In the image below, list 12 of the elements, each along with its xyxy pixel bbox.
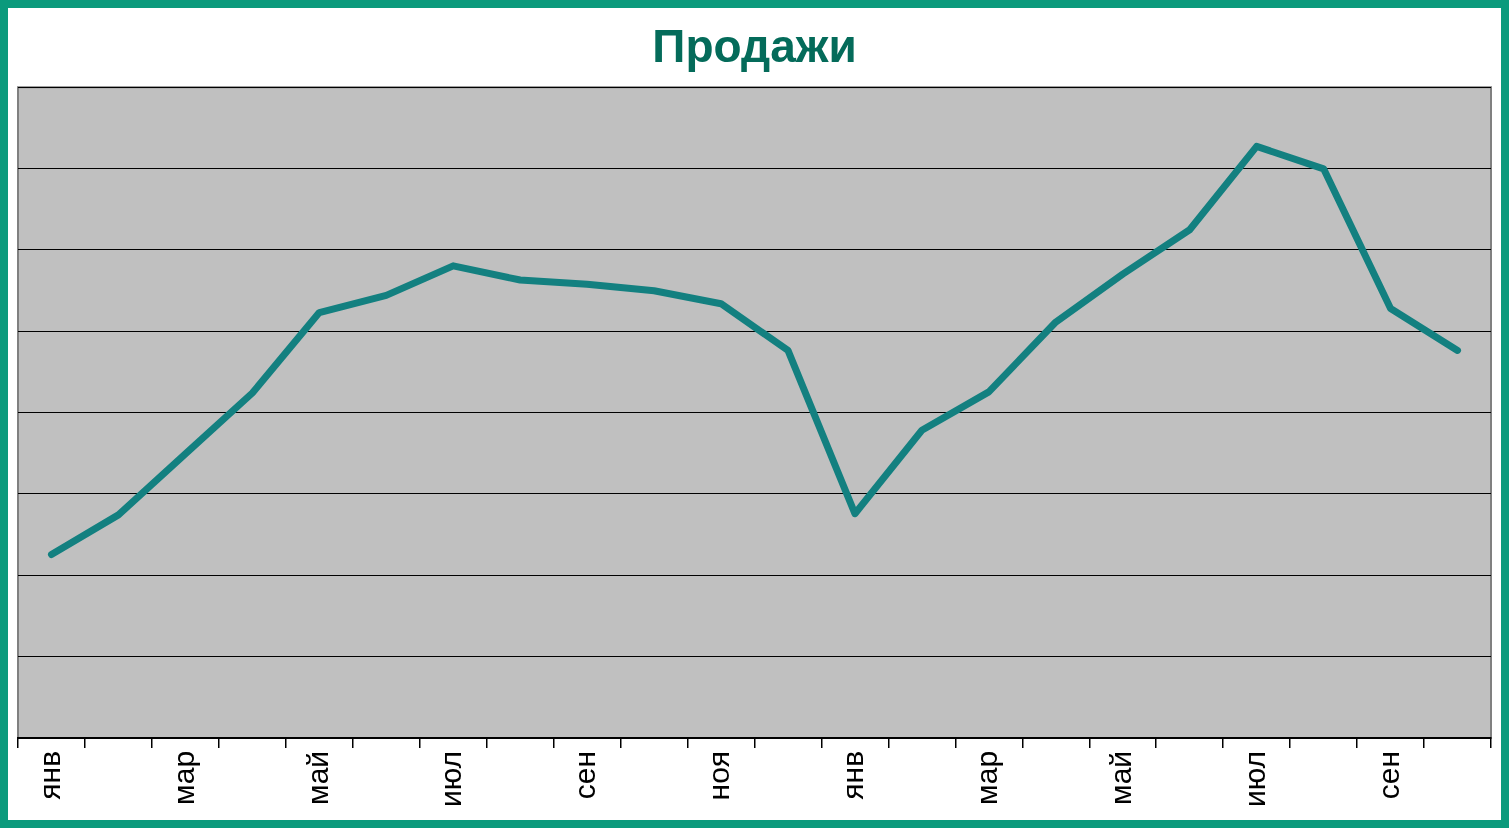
chart-title: Продажи: [652, 20, 857, 73]
x-tick-label: ноя: [702, 750, 736, 801]
x-tick-label: май: [1104, 750, 1138, 805]
x-tick-label: июл: [1237, 750, 1271, 808]
x-tick-label: янв: [836, 750, 870, 800]
x-tick-label: июл: [434, 750, 468, 808]
x-tick-label: сен: [1371, 750, 1405, 800]
x-tick-label: янв: [32, 750, 66, 800]
x-tick-label: май: [300, 750, 334, 805]
x-tick-label: мар: [166, 750, 200, 805]
x-tick-label: сен: [568, 750, 602, 800]
x-tick-label: мар: [970, 750, 1004, 805]
